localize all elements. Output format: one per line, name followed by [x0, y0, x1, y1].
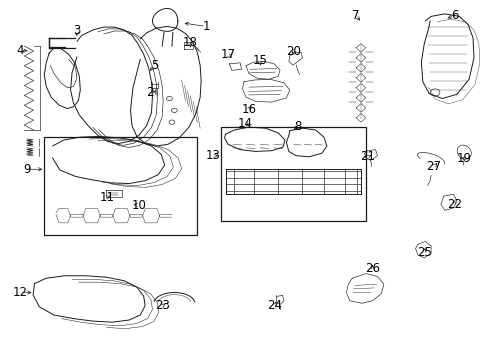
Text: 9: 9	[23, 163, 30, 176]
Text: 6: 6	[451, 9, 458, 22]
Text: 26: 26	[365, 262, 380, 275]
Text: 13: 13	[206, 149, 221, 162]
Text: 2: 2	[146, 86, 154, 99]
Text: 10: 10	[131, 198, 146, 212]
Text: 20: 20	[286, 45, 301, 58]
Text: 18: 18	[183, 36, 198, 49]
Text: 16: 16	[242, 103, 256, 116]
Text: 12: 12	[12, 286, 27, 299]
Text: 15: 15	[252, 54, 267, 67]
Text: 3: 3	[73, 24, 80, 37]
Text: 5: 5	[151, 59, 159, 72]
Text: 7: 7	[352, 9, 360, 22]
Bar	[44, 137, 197, 235]
Text: 4: 4	[16, 44, 24, 57]
Text: 23: 23	[155, 299, 170, 312]
Text: 21: 21	[360, 150, 375, 163]
Text: 1: 1	[202, 20, 210, 33]
Text: 14: 14	[238, 117, 252, 130]
Text: 11: 11	[100, 191, 115, 204]
Text: 27: 27	[426, 160, 441, 173]
Text: 17: 17	[220, 49, 236, 62]
Text: 25: 25	[417, 246, 432, 258]
Text: 22: 22	[447, 198, 462, 211]
Bar	[220, 127, 366, 221]
Text: 8: 8	[294, 120, 301, 133]
Text: 24: 24	[267, 299, 282, 312]
Text: 19: 19	[457, 152, 472, 165]
